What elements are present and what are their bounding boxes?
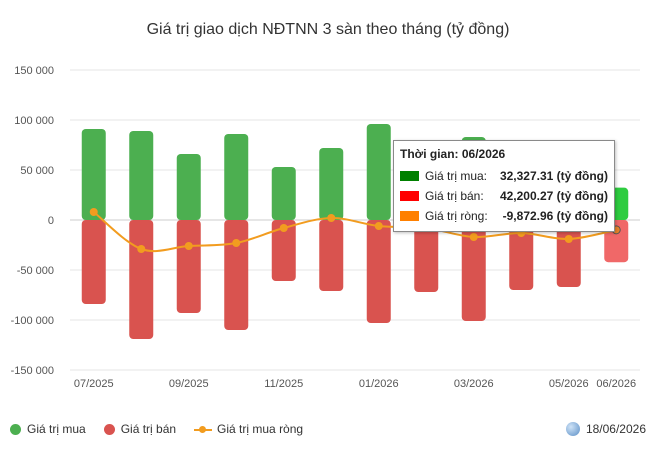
bar-sell bbox=[271, 220, 296, 281]
x-axis: 07/2025 09/2025 11/2025 01/2026 03/2026 05/20… bbox=[74, 378, 636, 390]
bar-buy bbox=[176, 154, 201, 220]
bar-buy bbox=[224, 134, 249, 220]
bar-sell bbox=[319, 220, 344, 291]
y-tick-label: -50 000 bbox=[17, 265, 54, 277]
legend-line-net-icon bbox=[194, 424, 213, 435]
bar-sell bbox=[461, 220, 486, 321]
legend-item-buy[interactable]: Giá trị mua bbox=[10, 422, 86, 436]
bar-sell bbox=[129, 220, 154, 339]
net-point bbox=[184, 242, 193, 250]
bar-sell bbox=[176, 220, 201, 313]
net-point bbox=[232, 239, 241, 247]
date-stamp: 18/06/2026 bbox=[565, 422, 646, 436]
net-point bbox=[279, 224, 288, 232]
x-tick-label: 03/2026 bbox=[454, 378, 494, 390]
tooltip-value-sell: 42,200.27 (tỷ đồng) bbox=[499, 189, 608, 203]
y-tick-label: 50 000 bbox=[20, 165, 54, 177]
x-tick-label: 11/2025 bbox=[264, 378, 303, 390]
bars bbox=[81, 124, 629, 339]
legend-dot-sell bbox=[103, 423, 115, 435]
bar-buy bbox=[81, 129, 106, 220]
y-tick-label: -150 000 bbox=[11, 365, 54, 377]
tooltip: Thời gian: 06/2026 Giá trị mua: 32,327.3… bbox=[393, 140, 615, 232]
legend-label-net: Giá trị mua ròng bbox=[217, 422, 304, 436]
x-tick-label: 09/2025 bbox=[169, 378, 209, 390]
y-tick-label: 0 bbox=[48, 215, 54, 227]
y-tick-label: -100 000 bbox=[11, 315, 54, 327]
bar-sell bbox=[224, 220, 249, 330]
net-point bbox=[374, 222, 383, 230]
tooltip-label-buy: Giá trị mua: bbox=[425, 169, 488, 183]
bar-sell bbox=[366, 220, 391, 323]
net-point bbox=[469, 233, 478, 241]
y-tick-label: 100 000 bbox=[14, 115, 54, 127]
net-point bbox=[89, 208, 98, 216]
net-point bbox=[564, 235, 573, 243]
legend: Giá trị mua Giá trị bán Giá trị mua ròng bbox=[10, 422, 321, 436]
tooltip-row-buy: Giá trị mua: 32,327.31 (tỷ đồng) bbox=[400, 166, 608, 186]
bar-sell bbox=[509, 220, 534, 290]
net-point bbox=[137, 245, 146, 253]
legend-label-sell: Giá trị bán bbox=[120, 422, 177, 436]
tooltip-value-buy: 32,327.31 (tỷ đồng) bbox=[499, 169, 608, 183]
x-tick-label: 06/2026 bbox=[596, 378, 636, 390]
tooltip-row-net: Giá trị ròng: -9,872.96 (tỷ đồng) bbox=[400, 206, 608, 226]
legend-item-sell[interactable]: Giá trị bán bbox=[103, 422, 177, 436]
bar-sell bbox=[81, 220, 106, 304]
globe-icon bbox=[565, 422, 580, 436]
legend-label-buy: Giá trị mua bbox=[27, 422, 86, 436]
legend-item-net[interactable]: Giá trị mua ròng bbox=[194, 422, 303, 436]
bar-buy bbox=[129, 131, 154, 220]
tooltip-row-sell: Giá trị bán: 42,200.27 (tỷ đồng) bbox=[400, 186, 608, 206]
tooltip-swatch-sell bbox=[400, 191, 419, 201]
bar-buy bbox=[366, 124, 391, 220]
bar-buy bbox=[319, 148, 344, 220]
net-point bbox=[327, 214, 336, 222]
tooltip-value-net: -9,872.96 (tỷ đồng) bbox=[502, 209, 608, 223]
tooltip-title: Thời gian: 06/2026 bbox=[400, 147, 506, 161]
x-tick-label: 05/2026 bbox=[549, 378, 589, 390]
bar-buy bbox=[271, 167, 296, 220]
date-stamp-text: 18/06/2026 bbox=[585, 422, 646, 436]
x-tick-label: 01/2026 bbox=[359, 378, 399, 390]
bar-sell bbox=[556, 220, 581, 287]
tooltip-swatch-net bbox=[400, 211, 419, 221]
chart-title: Giá trị giao dịch NĐTNN 3 sàn theo tháng… bbox=[147, 21, 510, 38]
y-axis: 150 000 100 000 50 000 0 -50 000 -100 000 -150… bbox=[11, 65, 54, 377]
tooltip-label-sell: Giá trị bán: bbox=[425, 189, 484, 203]
legend-dot-buy bbox=[10, 423, 21, 435]
x-tick-label: 07/2025 bbox=[74, 378, 114, 390]
tooltip-label-net: Giá trị ròng: bbox=[425, 209, 488, 223]
bar-sell bbox=[414, 220, 439, 292]
y-tick-label: 150 000 bbox=[14, 65, 54, 77]
tooltip-swatch-buy bbox=[400, 171, 419, 181]
